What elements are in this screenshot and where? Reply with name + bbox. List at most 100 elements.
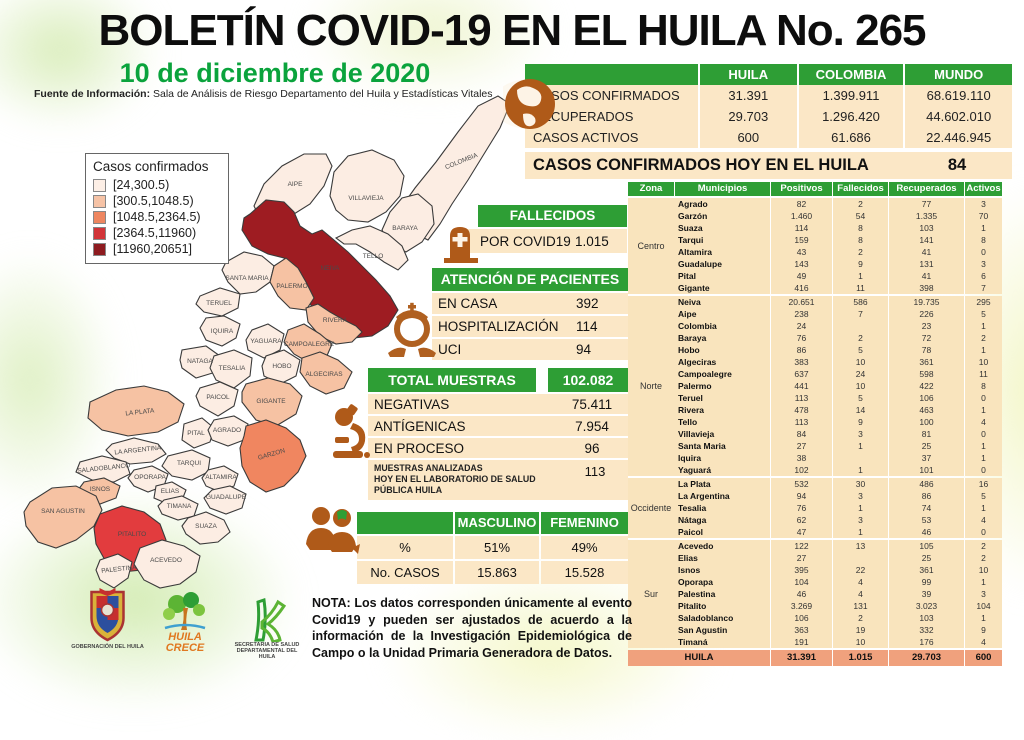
municipality-name: Tello <box>678 417 698 427</box>
fallecidos-value: 3 <box>832 514 888 526</box>
recuperados-value: 463 <box>888 404 964 416</box>
map-label-campoalegre: CAMPOALEGRE <box>284 341 335 348</box>
table-row: Elias 27 25 2 <box>674 552 1002 564</box>
table-row: Rivera 478 14 463 1 <box>674 404 1002 416</box>
map-label-hobo: HOBO <box>272 363 291 370</box>
map-label-elias: ELIAS <box>161 488 180 495</box>
huila-crece-word2: CRECE <box>165 642 205 654</box>
map-region-hobo <box>261 349 301 385</box>
total-fallecidos: 1.015 <box>832 650 888 666</box>
table-row: La Argentina 94 3 86 5 <box>674 490 1002 502</box>
positivos-value: 38 <box>770 452 832 464</box>
activos-value: 1 <box>964 222 1002 234</box>
activos-value: 1 <box>964 612 1002 624</box>
fallecidos-value: 13 <box>832 540 888 552</box>
gobernacion-crest-icon <box>90 588 125 642</box>
summary-cell: 29.703 <box>697 106 797 127</box>
municipalities-body: Centro Agrado 82 2 77 3 Garzón 1.460 54 1.335 70 Su… <box>628 198 1002 648</box>
municipality-name: Gigante <box>678 283 710 293</box>
activos-value: 0 <box>964 428 1002 440</box>
col-recuperados: Recuperados <box>888 182 964 196</box>
table-row: Baraya 76 2 72 2 <box>674 332 1002 344</box>
recuperados-value: 106 <box>888 392 964 404</box>
today-confirmed-value: 84 <box>947 156 967 174</box>
positivos-value: 27 <box>770 552 832 564</box>
nota-text: NOTA: Los datos corresponden únicamente … <box>312 596 632 660</box>
fallecidos-value <box>832 320 888 332</box>
fallecidos-value: 1 <box>832 440 888 452</box>
positivos-value: 363 <box>770 624 832 636</box>
legend-swatch <box>93 226 106 240</box>
municipality-name: Paicol <box>678 527 704 537</box>
muestras-row: EN PROCESO 96 <box>368 438 628 458</box>
fallecidos-value: 54 <box>832 210 888 222</box>
map-label-tesalia: TESALIA <box>219 365 246 372</box>
legend-swatch <box>93 194 106 208</box>
map-region-iquira <box>199 315 241 347</box>
map-label-iquira: IQUIRA <box>211 328 234 335</box>
map-label-neiva: NEIVA <box>320 265 340 272</box>
legend-range: [2364.5,11960) <box>113 226 197 240</box>
atencion-row: EN CASA 392 <box>432 293 628 314</box>
fallecidos-value <box>832 452 888 464</box>
muestras-label: ANTÍGENICAS <box>374 418 466 434</box>
map-label-agrado: AGRADO <box>213 427 241 434</box>
fallecidos-value: 3 <box>832 428 888 440</box>
positivos-value: 86 <box>770 344 832 356</box>
muestras-row: NEGATIVAS 75.411 <box>368 394 628 414</box>
activos-value: 8 <box>964 380 1002 392</box>
zone-label: Occidente <box>628 478 674 538</box>
zone-block: Sur Acevedo 122 13 105 2 Elias 27 25 2 Isnos 395 22 3… <box>628 540 1002 648</box>
recuperados-value: 25 <box>888 552 964 564</box>
recuperados-value: 131 <box>888 258 964 270</box>
municipality-name: Suaza <box>678 223 703 233</box>
legend-range: [300.5,1048.5) <box>113 194 194 208</box>
muestras-row: ANTÍGENICAS 7.954 <box>368 416 628 436</box>
recuperados-value: 37 <box>888 452 964 464</box>
atencion-label: HOSPITALIZACIÓN <box>438 319 559 334</box>
zone-label: Sur <box>628 540 674 648</box>
fallecidos-value: 2 <box>832 332 888 344</box>
table-row: Suaza 114 8 103 1 <box>674 222 1002 234</box>
logo-huila-crece: HUILA CRECE <box>155 592 215 654</box>
atencion-header: ATENCIÓN DE PACIENTES <box>432 268 628 291</box>
logo-secretaria: SECRETARIA DE SALUD DEPARTAMENTAL DEL HU… <box>232 596 302 660</box>
map-region-yaguara <box>245 323 285 359</box>
table-row: Campoalegre 637 24 598 11 <box>674 368 1002 380</box>
summary-cell: 22.446.945 <box>903 127 1012 148</box>
fallecidos-value: 9 <box>832 416 888 428</box>
map-region-altamira <box>201 465 239 493</box>
zone-rows: Acevedo 122 13 105 2 Elias 27 25 2 Isnos 395 22 361 1… <box>674 540 1002 648</box>
fallecidos-value: 11 <box>832 282 888 294</box>
recuperados-value: 19.735 <box>888 296 964 308</box>
summary-header-blank <box>525 64 698 85</box>
zone-block: Occidente La Plata 532 30 486 16 La Argentina 9… <box>628 478 1002 538</box>
table-row: Saladoblanco 106 2 103 1 <box>674 612 1002 624</box>
municipality-name: Rivera <box>678 405 704 415</box>
positivos-value: 1.460 <box>770 210 832 222</box>
municipality-name: Agrado <box>678 199 708 209</box>
municipality-name: Pital <box>678 271 696 281</box>
legend-items: [24,300.5) [300.5,1048.5) [1048.5,2364.5) [… <box>93 178 221 256</box>
municipality-name: Pitalito <box>678 601 707 611</box>
genero-row: No. CASOS 15.863 15.528 <box>357 561 628 584</box>
col-municipios: Municipios <box>674 182 770 196</box>
table-row: Garzón 1.460 54 1.335 70 <box>674 210 1002 222</box>
activos-value: 1 <box>964 502 1002 514</box>
map-label-acevedo: ACEVEDO <box>150 557 182 564</box>
fallecidos-value: 1 <box>832 464 888 476</box>
fallecidos-value: 22 <box>832 564 888 576</box>
fallecidos-value: 30 <box>832 478 888 490</box>
legend-swatch <box>93 210 106 224</box>
recuperados-value: 398 <box>888 282 964 294</box>
map-label-timana: TIMANA <box>167 503 192 510</box>
summary-cell: 68.619.110 <box>903 85 1012 106</box>
col-fallecidos: Fallecidos <box>832 182 888 196</box>
fallecidos-value: 9 <box>832 258 888 270</box>
map-label-pitalito: PITALITO <box>118 531 146 538</box>
fallecidos-value: 2 <box>832 198 888 210</box>
recuperados-value: 86 <box>888 490 964 502</box>
positivos-value: 76 <box>770 502 832 514</box>
activos-value: 1 <box>964 344 1002 356</box>
map-region-paicol <box>195 381 239 417</box>
